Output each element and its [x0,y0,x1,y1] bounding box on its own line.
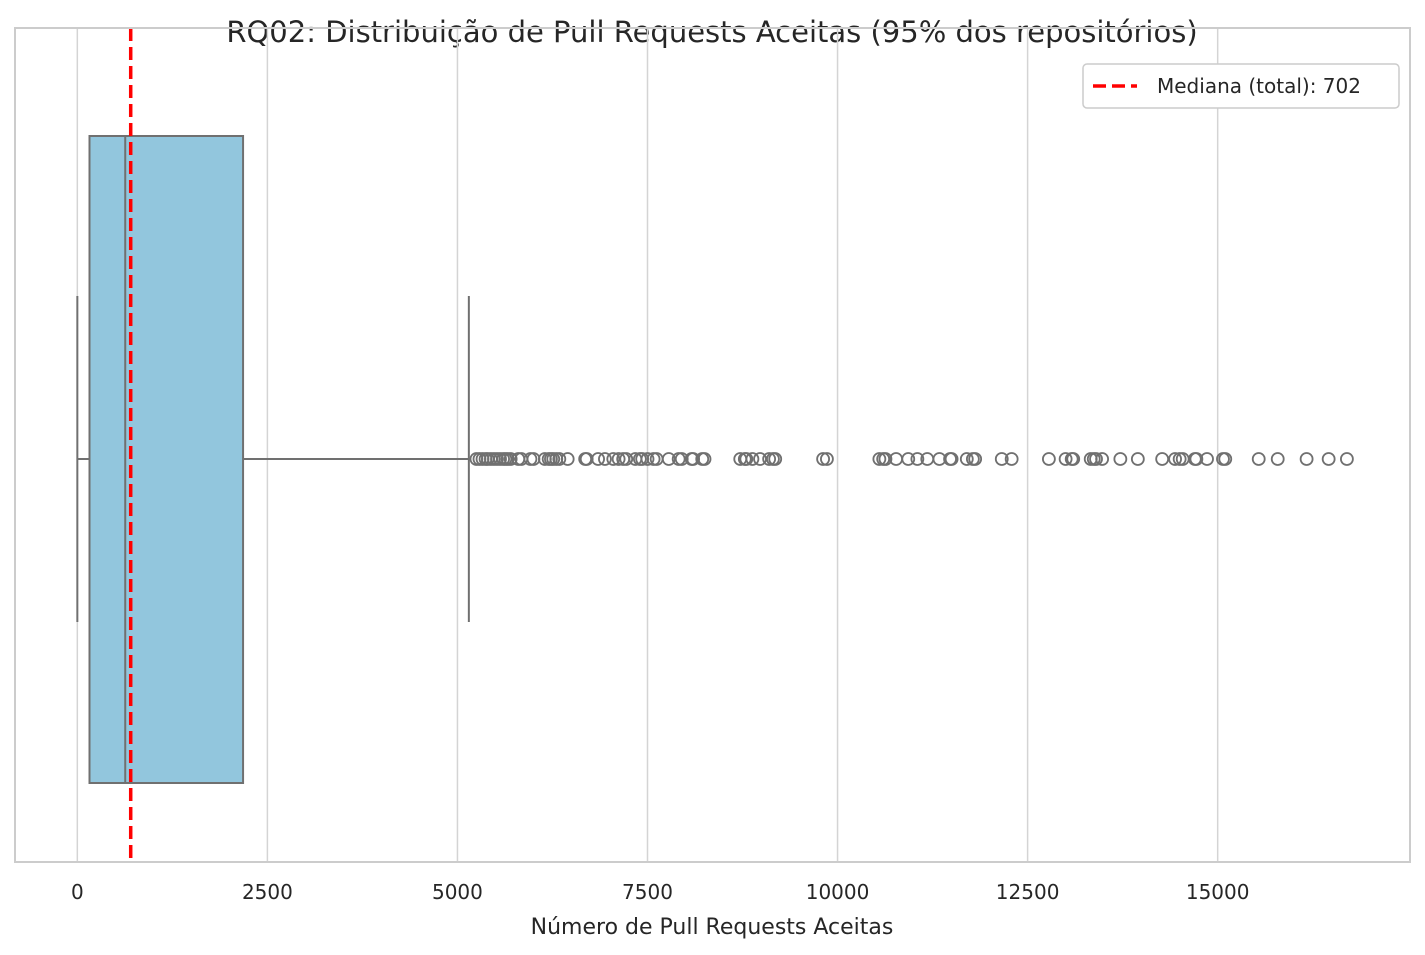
x-tick-label: 10000 [806,880,870,904]
outlier-point [1218,452,1233,466]
outlier-point [1270,452,1285,466]
outlier-point [1321,452,1336,466]
x-tick-label: 0 [71,880,84,904]
x-tick-label: 5000 [432,880,483,904]
outlier-point [598,452,612,466]
outlier-point [944,452,959,466]
outlier-point [1058,452,1073,466]
outlier-points [469,452,1354,466]
outlier-point [1155,452,1170,466]
outlier-point [1251,452,1266,466]
legend-box [1082,63,1400,109]
outlier-point [591,452,605,466]
outlier-point [745,452,760,466]
grid [76,28,1219,862]
outlier-point [619,452,634,466]
outlier-point [697,452,712,466]
outlier-point [1066,452,1081,466]
outlier-point [968,452,983,466]
outlier-point [640,452,655,466]
outlier-point [820,452,834,466]
outlier-point [872,452,887,466]
outlier-point [768,452,783,466]
outlier-point [1113,452,1128,466]
outlier-point [878,452,893,466]
outlier-point [1168,452,1182,466]
outlier-point [1130,452,1145,466]
x-tick-label: 15000 [1186,880,1250,904]
outlier-point [753,452,767,466]
outlier-point [1004,452,1019,466]
outlier-point [1200,452,1214,466]
outlier-point [606,452,621,466]
outlier-point [994,452,1009,466]
x-axis-label: Número de Pull Requests Aceitas [531,915,894,940]
legend-label: Mediana (total): 702 [1157,74,1361,98]
outlier-point [1095,452,1110,466]
outlier-point [661,452,676,466]
outlier-point [762,452,777,466]
chart-title: RQ02: Distribuição de Pull Requests Acei… [226,15,1197,49]
outlier-point [910,452,925,466]
x-tick-label: 2500 [242,880,293,904]
x-tick-label: 12500 [996,880,1060,904]
outlier-point [959,452,974,466]
box-plot [76,135,470,784]
outlier-point [552,452,567,466]
outlier-point [739,452,754,466]
outlier-point [1340,452,1354,466]
outlier-point [503,452,518,466]
outlier-point [1041,452,1056,466]
outlier-point [560,452,575,466]
outlier-point [1089,452,1103,466]
x-axis-ticks: 0 2500 5000 7500 10000 12500 15000 [71,880,1250,904]
x-tick-label: 7500 [622,880,673,904]
outlier-point [1189,452,1204,466]
outlier-point [611,452,626,466]
box-iqr [88,135,245,784]
plot-frame [14,27,1411,863]
outlier-point [816,452,831,466]
outlier-point [901,452,916,466]
outlier-point [1299,452,1314,466]
legend: Mediana (total): 702 [1082,63,1400,109]
